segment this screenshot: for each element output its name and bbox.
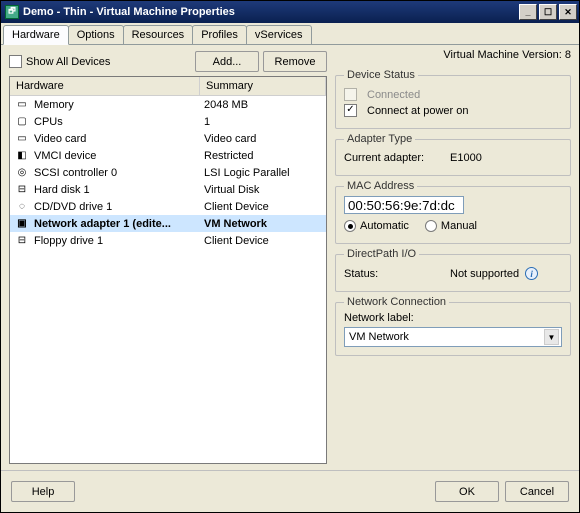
network-label-select[interactable]: VM Network ▼ bbox=[344, 327, 562, 347]
adapter-value: E1000 bbox=[450, 152, 482, 164]
device-summary: LSI Logic Parallel bbox=[204, 167, 326, 179]
device-status-group: Device Status Connected Connect at power… bbox=[335, 69, 571, 129]
app-icon: 🗗 bbox=[5, 5, 19, 19]
device-row[interactable]: ◧ VMCI deviceRestricted bbox=[10, 147, 326, 164]
device-icon: ▭ bbox=[14, 132, 30, 146]
vm-version-label: Virtual Machine Version: 8 bbox=[443, 49, 571, 61]
device-name: Floppy drive 1 bbox=[34, 235, 204, 247]
device-summary: Virtual Disk bbox=[204, 184, 326, 196]
left-pane: Show All Devices Add... Remove Hardware … bbox=[9, 51, 327, 464]
adapter-type-legend: Adapter Type bbox=[344, 133, 415, 145]
directpath-value: Not supported bbox=[450, 268, 519, 280]
device-summary: VM Network bbox=[204, 218, 326, 230]
device-row[interactable]: ▭ Memory2048 MB bbox=[10, 96, 326, 113]
cancel-button[interactable]: Cancel bbox=[505, 481, 569, 502]
close-button[interactable]: ✕ bbox=[559, 4, 577, 20]
ok-button[interactable]: OK bbox=[435, 481, 499, 502]
netconn-legend: Network Connection bbox=[344, 296, 449, 308]
bottom-bar: Help OK Cancel bbox=[1, 470, 579, 512]
tab-options[interactable]: Options bbox=[68, 25, 124, 44]
device-row[interactable]: ⊟ Floppy drive 1Client Device bbox=[10, 232, 326, 249]
device-icon: ▭ bbox=[14, 98, 30, 112]
minimize-button[interactable]: _ bbox=[519, 4, 537, 20]
device-summary: 1 bbox=[204, 116, 326, 128]
mac-input[interactable] bbox=[344, 196, 464, 214]
show-all-checkbox[interactable] bbox=[9, 55, 22, 68]
device-row[interactable]: ▢ CPUs1 bbox=[10, 113, 326, 130]
titlebar[interactable]: 🗗 Demo - Thin - Virtual Machine Properti… bbox=[1, 1, 579, 23]
mac-legend: MAC Address bbox=[344, 180, 417, 192]
device-icon: ⊟ bbox=[14, 183, 30, 197]
device-name: Memory bbox=[34, 99, 204, 111]
right-pane: Device Status Connected Connect at power… bbox=[335, 51, 571, 464]
add-button[interactable]: Add... bbox=[195, 51, 259, 72]
device-row[interactable]: ▭ Video cardVideo card bbox=[10, 130, 326, 147]
col-hardware[interactable]: Hardware bbox=[10, 77, 200, 95]
tab-vservices[interactable]: vServices bbox=[246, 25, 312, 44]
device-toolbar: Show All Devices Add... Remove bbox=[9, 51, 327, 72]
connected-label: Connected bbox=[367, 89, 420, 101]
device-icon: ◧ bbox=[14, 149, 30, 163]
vm-properties-window: 🗗 Demo - Thin - Virtual Machine Properti… bbox=[0, 0, 580, 513]
tab-hardware[interactable]: Hardware bbox=[3, 25, 69, 45]
device-name: Hard disk 1 bbox=[34, 184, 204, 196]
device-icon: ▢ bbox=[14, 115, 30, 129]
mac-address-group: MAC Address Automatic Manual bbox=[335, 180, 571, 244]
network-connection-group: Network Connection Network label: VM Net… bbox=[335, 296, 571, 356]
device-summary: Restricted bbox=[204, 150, 326, 162]
device-summary: 2048 MB bbox=[204, 99, 326, 111]
device-name: SCSI controller 0 bbox=[34, 167, 204, 179]
device-name: Video card bbox=[34, 133, 204, 145]
adapter-type-group: Adapter Type Current adapter: E1000 bbox=[335, 133, 571, 176]
device-row[interactable]: ⊟ Hard disk 1Virtual Disk bbox=[10, 181, 326, 198]
device-row[interactable]: ◌ CD/DVD drive 1Client Device bbox=[10, 198, 326, 215]
chevron-down-icon: ▼ bbox=[544, 329, 559, 345]
directpath-legend: DirectPath I/O bbox=[344, 248, 419, 260]
connect-power-checkbox[interactable] bbox=[344, 104, 357, 117]
mac-manual-radio[interactable] bbox=[425, 220, 437, 232]
connect-power-label: Connect at power on bbox=[367, 105, 469, 117]
tab-resources[interactable]: Resources bbox=[123, 25, 194, 44]
device-rows: ▭ Memory2048 MB ▢ CPUs1 ▭ Video cardVideo car… bbox=[10, 96, 326, 249]
device-list-header: Hardware Summary bbox=[10, 77, 326, 96]
mac-auto-label: Automatic bbox=[360, 220, 409, 232]
info-icon[interactable]: i bbox=[525, 267, 538, 280]
device-summary: Video card bbox=[204, 133, 326, 145]
connected-checkbox bbox=[344, 88, 357, 101]
help-button[interactable]: Help bbox=[11, 481, 75, 502]
device-icon: ⊟ bbox=[14, 234, 30, 248]
device-name: CD/DVD drive 1 bbox=[34, 201, 204, 213]
mac-auto-radio[interactable] bbox=[344, 220, 356, 232]
tab-profiles[interactable]: Profiles bbox=[192, 25, 247, 44]
col-summary[interactable]: Summary bbox=[200, 77, 326, 95]
device-summary: Client Device bbox=[204, 235, 326, 247]
device-summary: Client Device bbox=[204, 201, 326, 213]
device-icon: ▣ bbox=[14, 217, 30, 231]
mac-manual-label: Manual bbox=[441, 220, 477, 232]
directpath-group: DirectPath I/O Status: Not supported i bbox=[335, 248, 571, 292]
device-icon: ◎ bbox=[14, 166, 30, 180]
device-status-legend: Device Status bbox=[344, 69, 418, 81]
device-row[interactable]: ◎ SCSI controller 0LSI Logic Parallel bbox=[10, 164, 326, 181]
show-all-label: Show All Devices bbox=[26, 56, 110, 68]
netconn-label: Network label: bbox=[344, 312, 562, 324]
window-title: Demo - Thin - Virtual Machine Properties bbox=[23, 6, 517, 18]
device-icon: ◌ bbox=[14, 200, 30, 214]
device-name: Network adapter 1 (edite... bbox=[34, 218, 204, 230]
device-row[interactable]: ▣ Network adapter 1 (edite...VM Network bbox=[10, 215, 326, 232]
maximize-button[interactable]: ☐ bbox=[539, 4, 557, 20]
tab-body: Virtual Machine Version: 8 Show All Devi… bbox=[1, 45, 579, 470]
tab-strip: Hardware Options Resources Profiles vSer… bbox=[1, 23, 579, 45]
device-list: Hardware Summary ▭ Memory2048 MB ▢ CPUs1 ▭ Vi… bbox=[9, 76, 327, 464]
adapter-label: Current adapter: bbox=[344, 152, 444, 164]
device-name: CPUs bbox=[34, 116, 204, 128]
remove-button[interactable]: Remove bbox=[263, 51, 327, 72]
directpath-label: Status: bbox=[344, 268, 444, 280]
network-label-value: VM Network bbox=[349, 331, 409, 343]
device-name: VMCI device bbox=[34, 150, 204, 162]
